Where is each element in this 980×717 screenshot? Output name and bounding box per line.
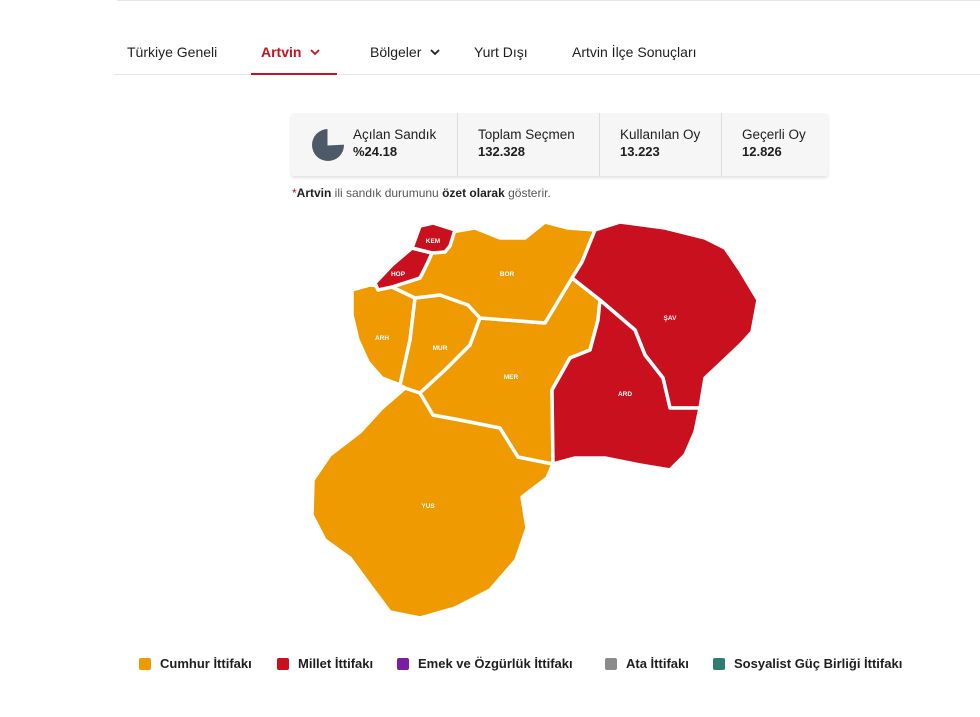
legend-item-emek: Emek ve Özgürlük İttifakı [397,656,573,671]
chevron-down-icon [430,49,441,56]
district-label-ard: ARD [618,391,632,398]
tab-bolgeler[interactable]: Bölgeler [370,30,441,74]
top-divider [117,0,980,1]
total-voters-stat: Toplam Seçmen 132.328 [458,113,599,176]
district-label-hop: HOP [391,271,406,278]
alliance-legend: Cumhur İttifakı Millet İttifakı Emek ve … [0,656,980,674]
district-label-sav: ŞAV [664,315,678,322]
note-asterisk: * [292,186,297,200]
district-label-mur: MUR [433,345,448,352]
votes-cast-value: 13.223 [620,144,660,159]
legend-label: Millet İttifakı [298,656,374,671]
votes-cast-label: Kullanılan Oy [620,127,701,142]
legend-item-sosyalist: Sosyalist Güç Birliği İttifakı [713,656,902,671]
district-hop[interactable] [373,246,434,292]
stat-divider [599,113,600,176]
district-label-yus: YUS [421,503,435,510]
pie-chart-icon [312,128,345,161]
legend-label: Cumhur İttifakı [160,656,252,671]
valid-votes-stat: Geçerli Oy 12.826 [722,113,828,176]
legend-swatch [713,657,725,670]
tab-label: Artvin İlçe Sonuçları [572,44,697,60]
valid-votes-label: Geçerli Oy [742,127,806,142]
opened-ballots-stat: Açılan Sandık %24.18 [291,113,457,176]
note-province: Artvin [296,186,332,200]
legend-label: Ata İttifakı [626,656,689,671]
tab-label: Türkiye Geneli [127,44,218,60]
legend-label: Emek ve Özgürlük İttifakı [418,656,573,671]
total-voters-value: 132.328 [478,144,525,159]
election-nav-tabs: Türkiye Geneli Artvin Bölgeler Yurt Dışı… [114,30,980,75]
tab-turkiye-geneli[interactable]: Türkiye Geneli [127,30,217,74]
legend-swatch [139,657,151,670]
tab-label: Artvin [261,44,302,60]
tab-artvin-ilce-sonuclari[interactable]: Artvin İlçe Sonuçları [572,30,697,74]
legend-label: Sosyalist Güç Birliği İttifakı [734,656,903,671]
tab-artvin[interactable]: Artvin [250,30,339,75]
total-voters-label: Toplam Seçmen [478,127,575,142]
opened-ballots-label: Açılan Sandık [353,127,437,142]
chevron-down-icon [310,49,321,56]
district-label-mer: MER [504,374,519,381]
legend-item-ata: Ata İttifakı [605,656,689,671]
tab-label: Bölgeler [370,44,422,60]
opened-ballots-value: %24.18 [353,144,398,159]
district-kem[interactable] [410,221,457,255]
legend-swatch [277,657,289,670]
district-label-kem: KEM [426,238,440,245]
stat-divider [721,113,722,176]
summary-note: *Artvin ili sandık durumunu özet olarak … [292,186,551,200]
legend-item-cumhur: Cumhur İttifakı [139,656,252,671]
tab-label: Yurt Dışı [474,44,528,60]
note-text-end: gösterir. [504,186,551,200]
note-text: ili sandık durumunu [331,186,443,200]
district-label-bor: BOR [500,271,515,278]
legend-item-millet: Millet İttifakı [277,656,373,671]
stat-divider [457,113,458,176]
legend-swatch [605,657,617,670]
district-label-arh: ARH [375,335,389,342]
district-ard[interactable] [550,298,702,472]
votes-cast-stat: Kullanılan Oy 13.223 [600,113,721,176]
valid-votes-value: 12.826 [742,144,782,159]
legend-swatch [397,657,409,670]
tab-yurt-disi[interactable]: Yurt Dışı [474,30,528,74]
note-emphasis: özet olarak [442,186,505,200]
ballot-summary-panel: Açılan Sandık %24.18 Toplam Seçmen 132.3… [291,113,828,176]
